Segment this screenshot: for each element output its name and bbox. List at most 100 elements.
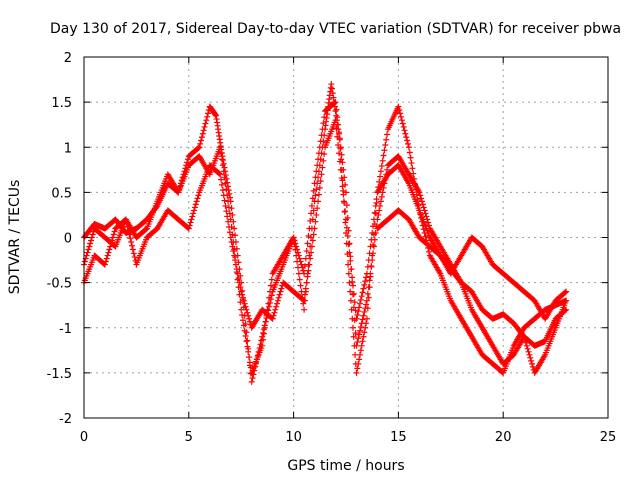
data-point: [130, 250, 137, 257]
data-point: [367, 243, 374, 250]
data-point: [81, 258, 88, 265]
data-point: [240, 322, 247, 329]
data-point: [230, 248, 237, 255]
data-point: [525, 348, 532, 355]
data-point: [365, 284, 372, 291]
data-point: [297, 282, 304, 289]
data-point: [232, 261, 239, 268]
data-point: [410, 170, 417, 177]
data-point: [526, 351, 533, 358]
data-point: [238, 288, 245, 295]
data-point: [216, 170, 223, 177]
data-point: [242, 303, 249, 310]
data-point: [356, 327, 363, 334]
data-point: [360, 312, 367, 319]
data-point: [218, 156, 225, 163]
data-point: [249, 375, 256, 382]
data-point: [321, 114, 328, 121]
data-point: [366, 250, 373, 257]
data-point: [83, 252, 90, 259]
data-point: [524, 345, 531, 352]
data-point: [191, 204, 198, 211]
data-point: [221, 197, 228, 204]
data-point: [378, 163, 385, 170]
data-point: [334, 133, 341, 140]
data-point: [228, 205, 235, 212]
series-track-b: [81, 99, 570, 376]
data-point: [102, 258, 109, 265]
data-point: [562, 289, 569, 296]
data-point: [86, 243, 93, 250]
data-point: [225, 204, 232, 211]
data-point: [340, 191, 347, 198]
y-tick-label: 2: [64, 51, 72, 66]
data-point: [353, 369, 360, 376]
data-point: [306, 225, 313, 232]
data-point: [335, 141, 342, 148]
data-point: [85, 246, 92, 253]
data-point: [291, 237, 298, 244]
data-point: [356, 304, 363, 311]
data-point: [423, 213, 430, 220]
data-point: [357, 296, 364, 303]
data-point: [241, 327, 248, 334]
data-point: [358, 320, 365, 327]
data-point: [347, 288, 354, 295]
data-point: [359, 316, 366, 323]
data-point: [195, 192, 202, 199]
data-point: [401, 127, 408, 134]
data-point: [418, 198, 425, 205]
data-point: [235, 275, 242, 282]
data-point: [417, 192, 424, 199]
data-point: [336, 150, 343, 157]
data-point: [244, 337, 251, 344]
data-point: [246, 359, 253, 366]
data-point: [315, 191, 322, 198]
data-point: [329, 85, 336, 92]
data-point: [218, 150, 225, 157]
data-point: [105, 249, 112, 256]
data-point: [375, 211, 382, 218]
data-point: [356, 351, 363, 358]
data-point: [405, 144, 412, 151]
data-point: [349, 282, 356, 289]
data-point: [320, 157, 327, 164]
data-point: [294, 249, 301, 256]
data-point: [101, 261, 108, 268]
data-point: [239, 291, 246, 298]
data-point: [366, 277, 373, 284]
data-point: [239, 317, 246, 324]
data-point: [422, 233, 429, 240]
data-point: [358, 293, 365, 300]
data-point: [274, 300, 281, 307]
data-point: [311, 225, 318, 232]
data-point: [425, 219, 432, 226]
data-point: [186, 222, 193, 229]
data-point: [278, 285, 285, 292]
data-point: [361, 308, 368, 315]
data-point: [395, 103, 402, 110]
data-point: [363, 270, 370, 277]
data-point: [371, 209, 378, 216]
data-point: [104, 252, 111, 259]
data-point: [349, 324, 356, 331]
data-point: [369, 229, 376, 236]
data-point: [201, 123, 208, 130]
data-point: [354, 339, 361, 346]
data-point: [228, 239, 235, 246]
data-point: [298, 261, 305, 268]
data-point: [311, 180, 318, 187]
data-point: [339, 159, 346, 166]
data-point: [276, 291, 283, 298]
data-point: [187, 219, 194, 226]
y-tick-label: 0.5: [51, 186, 72, 201]
data-point: [110, 231, 117, 238]
data-point: [290, 234, 297, 241]
data-point: [129, 242, 136, 249]
data-point: [217, 171, 224, 178]
data-point: [345, 227, 352, 234]
data-point: [308, 249, 315, 256]
data-point: [238, 306, 245, 313]
data-point: [196, 144, 203, 151]
data-point: [319, 164, 326, 171]
